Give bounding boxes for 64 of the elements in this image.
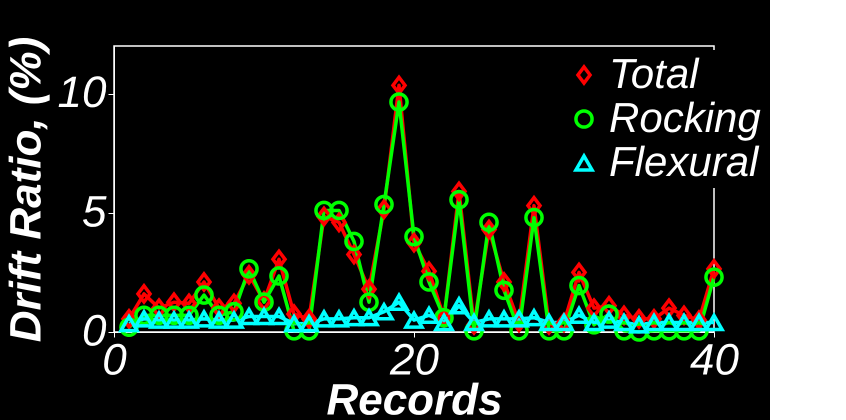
point	[374, 194, 394, 214]
point	[389, 92, 409, 112]
point	[404, 226, 424, 246]
point	[314, 200, 334, 220]
point	[509, 310, 529, 328]
point	[464, 314, 484, 332]
point	[479, 310, 499, 328]
point	[269, 308, 289, 326]
point	[179, 311, 199, 329]
point	[374, 303, 394, 320]
point	[194, 310, 214, 328]
point	[194, 285, 214, 305]
point	[239, 259, 259, 279]
point	[254, 308, 274, 326]
point	[329, 200, 349, 220]
point	[569, 276, 589, 296]
point	[359, 308, 379, 326]
point	[614, 314, 634, 332]
point	[674, 314, 694, 332]
point	[524, 308, 544, 326]
y-tick-label: 5	[82, 187, 108, 236]
point	[704, 314, 724, 332]
point	[584, 314, 604, 332]
point	[329, 310, 349, 328]
point	[524, 208, 544, 228]
point	[314, 310, 334, 328]
y-tick-label: 10	[58, 68, 108, 118]
point	[434, 314, 454, 332]
legend-label: Total	[609, 50, 700, 97]
point	[629, 316, 649, 334]
point	[449, 190, 469, 210]
point	[284, 314, 304, 332]
point	[539, 314, 559, 332]
point	[479, 212, 499, 232]
point	[149, 311, 169, 329]
point	[359, 292, 379, 312]
point	[209, 311, 229, 329]
point	[704, 267, 724, 287]
point	[269, 266, 289, 286]
point	[299, 314, 319, 332]
point	[389, 293, 409, 311]
point	[239, 308, 259, 326]
point	[134, 310, 154, 328]
point	[344, 232, 364, 252]
point	[164, 311, 184, 329]
legend-label: Rocking	[609, 94, 761, 141]
point	[119, 314, 139, 332]
y-axis-title: Drift Ratio, (%)	[2, 36, 51, 342]
point	[224, 311, 244, 329]
point	[599, 311, 619, 329]
x-tick-label: 40	[690, 336, 740, 384]
point	[569, 306, 589, 324]
point	[404, 311, 424, 329]
point	[344, 308, 364, 326]
point	[644, 314, 664, 332]
point	[449, 297, 469, 315]
point	[494, 280, 514, 300]
point	[494, 310, 514, 328]
point	[271, 249, 287, 270]
point	[419, 306, 439, 324]
point	[659, 314, 679, 332]
point	[136, 284, 152, 304]
point	[419, 272, 439, 292]
point	[689, 314, 709, 332]
